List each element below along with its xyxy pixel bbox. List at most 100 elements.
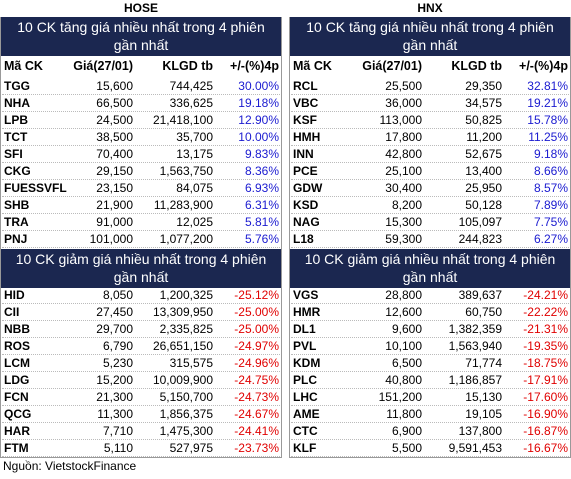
volume: 34,575 [465, 96, 502, 110]
row-separator [291, 179, 569, 180]
section-title-line: gần nhất [113, 269, 169, 285]
volume: 13,309,950 [152, 305, 213, 319]
change: -17.60% [523, 390, 568, 404]
price: 30,400 [385, 181, 422, 195]
change: -16.67% [523, 441, 568, 455]
row-separator [2, 405, 280, 406]
ticker: KSD [293, 198, 319, 212]
row-separator [291, 303, 569, 304]
row-separator [291, 337, 569, 338]
volume: 50,128 [465, 198, 502, 212]
price: 21,300 [96, 390, 133, 404]
row-separator [2, 371, 280, 372]
volume: 1,077,200 [159, 232, 213, 246]
change: -24.75% [234, 373, 279, 387]
ticker: GDW [293, 181, 323, 195]
change: 8.36% [244, 164, 279, 178]
row-separator [291, 111, 569, 112]
price: 21,900 [96, 198, 133, 212]
row-separator [2, 422, 280, 423]
volume: 315,575 [169, 356, 213, 370]
section-title-line: gần nhất [113, 37, 169, 53]
price: 70,400 [96, 147, 133, 161]
ticker: SHB [4, 198, 30, 212]
ticker: LCM [4, 356, 30, 370]
change: 8.66% [533, 164, 568, 178]
volume: 84,075 [176, 181, 213, 195]
change: 6.93% [244, 181, 279, 195]
ticker: TGG [4, 79, 30, 93]
price: 17,800 [385, 130, 422, 144]
section-title-line: gần nhất [402, 37, 458, 53]
row-separator [291, 371, 569, 372]
price: 5,230 [102, 356, 133, 370]
change: 6.27% [533, 232, 568, 246]
volume: 744,425 [169, 79, 213, 93]
volume: 336,625 [169, 96, 213, 110]
volume: 1,563,940 [448, 339, 502, 353]
ticker: LDG [4, 373, 30, 387]
ticker: PCE [293, 164, 318, 178]
volume: 389,637 [458, 288, 502, 302]
ticker: INN [293, 147, 314, 161]
ticker: DL1 [293, 322, 316, 336]
volume: 19,105 [465, 407, 502, 421]
ticker: TCT [4, 130, 28, 144]
column-header: Giá(27/01) [362, 59, 422, 73]
price: 101,000 [89, 232, 133, 246]
price: 9,600 [391, 322, 422, 336]
row-separator [291, 354, 569, 355]
ticker: LPB [4, 113, 28, 127]
volume: 13,175 [176, 147, 213, 161]
ticker: HID [4, 288, 25, 302]
price: 5,500 [391, 441, 422, 455]
change: 11.25% [528, 130, 568, 144]
change: 19.21% [527, 96, 568, 110]
price: 59,300 [385, 232, 422, 246]
price: 66,500 [96, 96, 133, 110]
ticker: CKG [4, 164, 31, 178]
row-separator [291, 456, 569, 457]
change: -23.73% [234, 441, 279, 455]
price: 36,000 [385, 96, 422, 110]
price: 25,100 [385, 164, 422, 178]
row-separator [2, 230, 280, 231]
price: 15,200 [96, 373, 133, 387]
price: 28,800 [385, 288, 422, 302]
price: 27,450 [96, 305, 133, 319]
change: 32.81% [527, 79, 568, 93]
volume: 11,283,900 [153, 198, 213, 212]
change: 9.83% [244, 147, 279, 161]
ticker: HMR [293, 305, 321, 319]
row-separator [2, 337, 280, 338]
change: 19.18% [238, 96, 279, 110]
volume: 35,700 [176, 130, 213, 144]
row-separator [2, 354, 280, 355]
volume: 137,800 [458, 424, 502, 438]
row-separator [291, 247, 569, 248]
volume: 9,591,453 [448, 441, 502, 455]
price: 15,600 [96, 79, 133, 93]
price: 8,050 [102, 288, 133, 302]
column-header: Giá(27/01) [73, 59, 133, 73]
volume: 105,097 [458, 215, 502, 229]
price: 40,800 [385, 373, 422, 387]
change: -25.00% [234, 305, 279, 319]
change: 6.31% [244, 198, 279, 212]
ticker: CTC [293, 424, 318, 438]
row-separator [291, 128, 569, 129]
row-separator [291, 213, 569, 214]
price: 12,600 [385, 305, 422, 319]
section-title-line: 10 CK giảm giá nhiều nhất trong 4 phiên [304, 251, 556, 267]
price: 5,110 [103, 441, 133, 455]
price: 29,700 [96, 322, 133, 336]
ticker: VGS [293, 288, 319, 302]
row-separator [2, 456, 280, 457]
row-separator [2, 128, 280, 129]
column-header: KLGD tb [162, 59, 213, 73]
price: 24,500 [96, 113, 133, 127]
ticker: SFI [4, 147, 23, 161]
row-separator [2, 303, 280, 304]
price: 8,200 [391, 198, 422, 212]
source-note: Nguồn: VietstockFinance [3, 459, 137, 473]
